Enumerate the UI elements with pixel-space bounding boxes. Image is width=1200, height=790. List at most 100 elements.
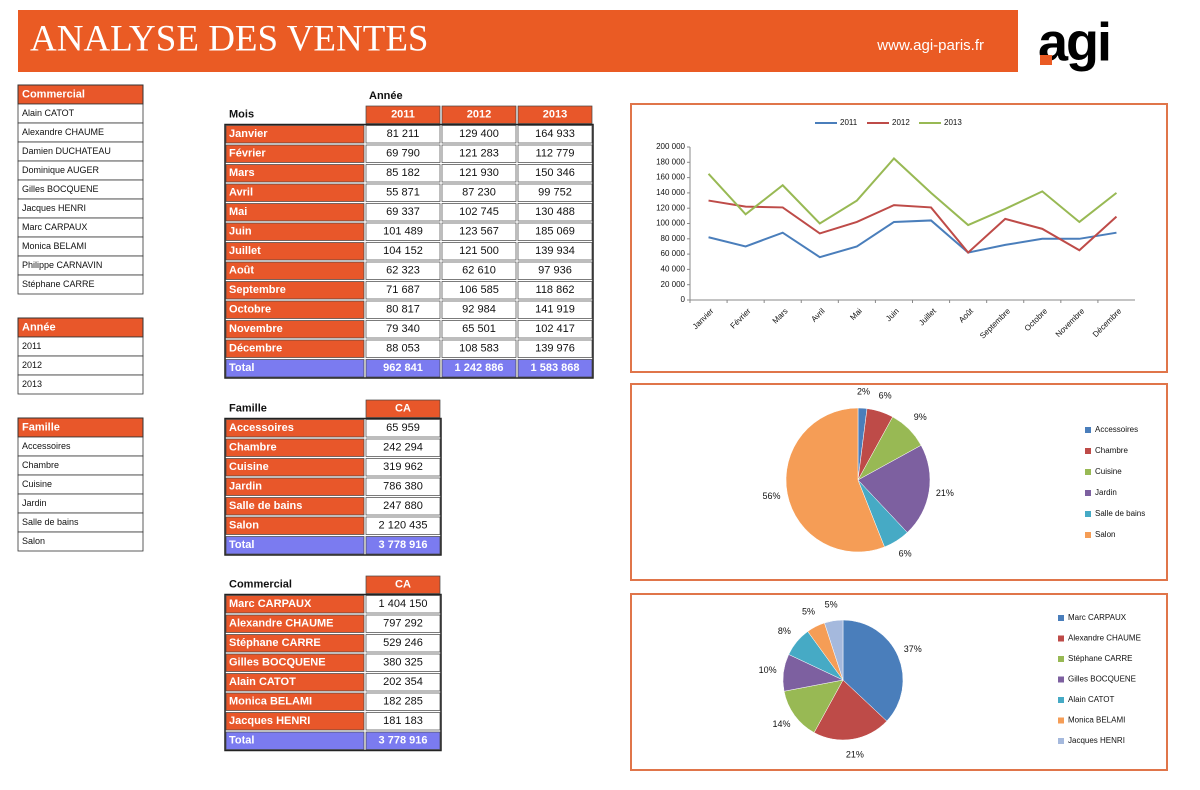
table-cell: [441, 203, 517, 222]
table-text: 202 354: [383, 676, 423, 688]
y-tick-label: 20 000: [661, 280, 686, 289]
legend-swatch: [1085, 532, 1091, 538]
data-label: 9%: [914, 412, 927, 422]
table-cell: [365, 203, 441, 222]
table-cell: [365, 183, 441, 202]
table-text: Novembre: [229, 323, 283, 335]
table-text: 121 930: [459, 167, 499, 179]
table-text: Marc CARPAUX: [229, 598, 312, 610]
line-series: [708, 219, 1117, 259]
table-text: 102 417: [535, 323, 575, 335]
slicer-item-label[interactable]: Jacques HENRI: [22, 203, 86, 213]
table-text: 71 687: [386, 284, 420, 296]
table-cell: [365, 242, 441, 261]
slicer-item[interactable]: [17, 274, 144, 295]
slicer-item-label[interactable]: Jardin: [22, 498, 47, 508]
data-label: 10%: [759, 665, 777, 675]
table-text: Salon: [229, 520, 259, 532]
table-cell: [365, 281, 441, 300]
data-label: 2%: [857, 387, 870, 397]
table-cell: [225, 300, 365, 319]
data-label: 56%: [763, 491, 781, 501]
table-cell: [517, 203, 593, 222]
table-text: Salle de bains: [229, 500, 302, 512]
table-cell: [225, 164, 365, 183]
table-text: 2013: [543, 109, 567, 121]
slicer-item-label[interactable]: Monica BELAMI: [22, 241, 87, 251]
slicer-item-label[interactable]: Philippe CARNAVIN: [22, 260, 102, 270]
table-text: Accessoires: [229, 422, 294, 434]
table-text: 123 567: [459, 226, 499, 238]
table-text: 121 283: [459, 148, 499, 160]
x-tick-label: Novembre: [1054, 306, 1087, 339]
legend-label: Alain CATOT: [1068, 695, 1114, 704]
table-cell: [365, 419, 441, 438]
table-text: Avril: [229, 187, 253, 199]
table-cell: [365, 692, 441, 711]
data-label: 21%: [936, 488, 954, 498]
table-cell: [365, 673, 441, 692]
table-cell: [441, 261, 517, 280]
table-cell: [517, 222, 593, 241]
slicer-item-label[interactable]: Cuisine: [22, 479, 52, 489]
slicer-item-label[interactable]: Salon: [22, 536, 45, 546]
slicer-item[interactable]: [17, 531, 144, 552]
x-tick-label: Décembre: [1091, 306, 1124, 339]
table-text: Jardin: [229, 481, 262, 493]
table-text: Cuisine: [229, 461, 269, 473]
slicer-item-label[interactable]: Chambre: [22, 460, 59, 470]
table-cell: [365, 536, 441, 555]
website[interactable]: www.agi-paris.fr: [876, 37, 984, 54]
table-cell: [225, 653, 365, 672]
line-series: [707, 157, 1118, 227]
table-cell: [365, 359, 441, 378]
legend-swatch: [1085, 490, 1091, 496]
slicer-item-label[interactable]: 2011: [22, 341, 41, 351]
table-cell: [225, 712, 365, 731]
slicer-item-label[interactable]: 2013: [22, 379, 42, 389]
table-cell: [225, 477, 365, 496]
legend-label: Chambre: [1095, 446, 1128, 455]
table-text: 150 346: [535, 167, 575, 179]
slicer-item-label[interactable]: Dominique AUGER: [22, 165, 100, 175]
table-cell: [365, 614, 441, 633]
slicer-item-label[interactable]: Damien DUCHATEAU: [22, 146, 111, 156]
table-text: Février: [229, 148, 266, 160]
slicer-item-label[interactable]: Alain CATOT: [22, 108, 75, 118]
slicer-item[interactable]: [17, 374, 144, 395]
pie-slice: [783, 679, 844, 733]
y-tick-label: 80 000: [661, 234, 686, 243]
table-text: 99 752: [538, 187, 572, 199]
table-text: 118 862: [536, 284, 575, 296]
table-text: Mars: [229, 167, 255, 179]
slicer-item-label[interactable]: Accessoires: [22, 441, 71, 451]
table-text: 62 610: [462, 265, 496, 277]
table-text: 141 919: [535, 304, 575, 316]
logo-accent: [1040, 55, 1052, 65]
slicer-item-label[interactable]: Stéphane CARRE: [22, 279, 95, 289]
table-cell: [517, 164, 593, 183]
slicer-item-label[interactable]: Gilles BOCQUENE: [22, 184, 99, 194]
legend-swatch: [1058, 697, 1064, 703]
table-cell: [365, 399, 441, 418]
table-cell: [226, 400, 364, 418]
table-cell: [365, 575, 441, 594]
table-cell: [225, 595, 365, 614]
legend-label: 2013: [944, 118, 962, 127]
legend-swatch: [1085, 427, 1091, 433]
x-tick-label: Août: [957, 306, 976, 325]
table-cell: [225, 419, 365, 438]
page-title: ANALYSE DES VENTES: [30, 18, 429, 59]
table-text: 185 069: [535, 226, 575, 238]
legend-label: Salon: [1095, 530, 1115, 539]
table-cell: [517, 183, 593, 202]
table-cell: [225, 320, 365, 339]
table-cell: [365, 477, 441, 496]
slicer-item-label[interactable]: Salle de bains: [22, 517, 79, 527]
table-cell: [441, 281, 517, 300]
slicer-item-label[interactable]: Marc CARPAUX: [22, 222, 87, 232]
slicer-item-label[interactable]: Alexandre CHAUME: [22, 127, 104, 137]
table-cell: [225, 536, 365, 555]
slicer-item-label[interactable]: 2012: [22, 360, 42, 370]
x-tick-label: Septembre: [978, 306, 1012, 340]
